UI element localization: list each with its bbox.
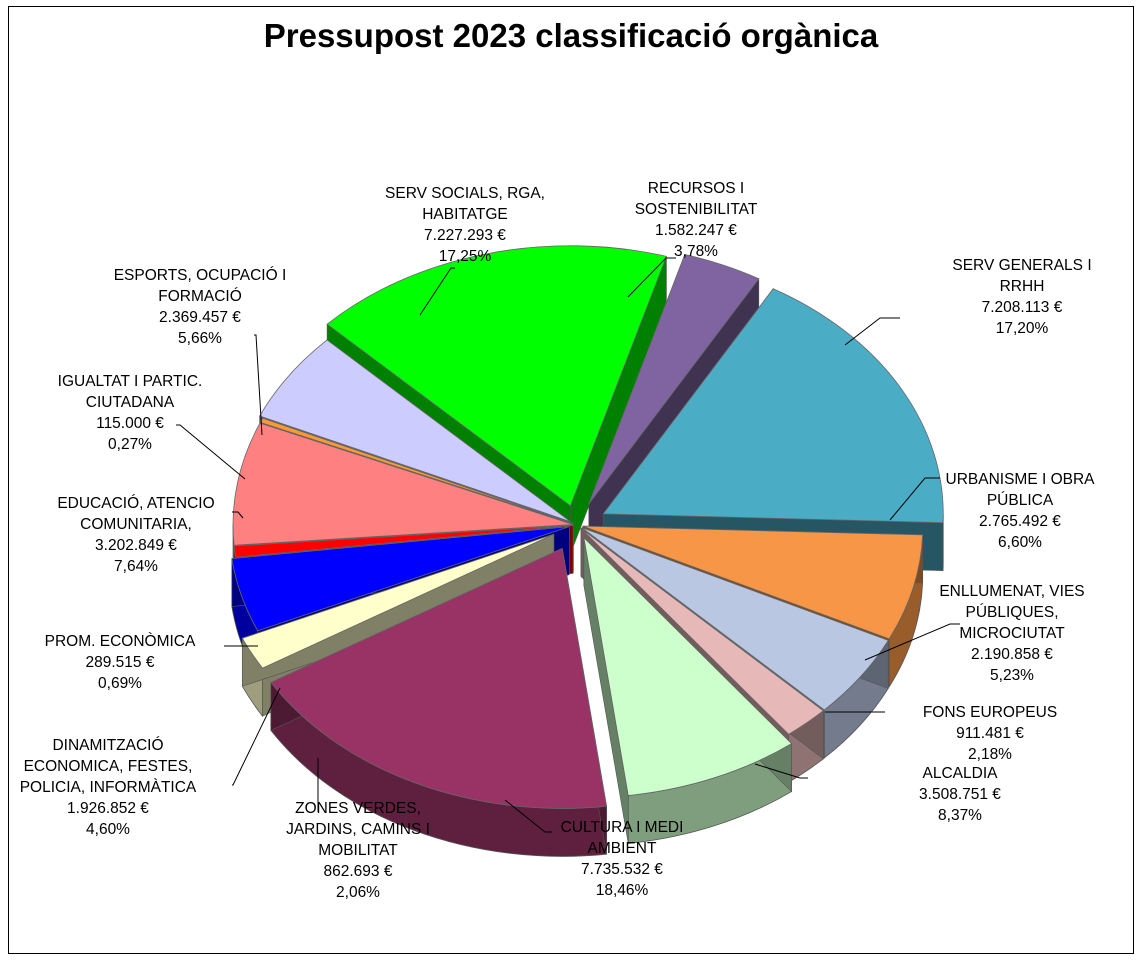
slice-8	[233, 524, 574, 558]
data-label-10: IGUALTAT I PARTIC. CIUTADANA 115.000 €0,27…	[58, 373, 203, 453]
slice-7	[231, 526, 570, 632]
leader-line-13	[627, 257, 676, 298]
leader-lines	[176, 257, 960, 833]
slice-0	[602, 288, 944, 524]
data-label-8: PROM. ECONÒMICA 289.515 €0,69%	[45, 633, 196, 692]
data-label-9: EDUCACIÓ, ATENCIO COMUNITARIA, 3.202.849 €…	[57, 495, 214, 575]
slice-6	[241, 533, 555, 669]
pie-tops	[231, 245, 944, 809]
data-label-2: ENLLUMENAT, VIES PÚBLIQUES, MICROCIUTAT 2.1…	[939, 583, 1084, 684]
leader-line-1	[889, 477, 940, 521]
leader-line-2	[864, 623, 960, 661]
data-label-12: SERV SOCIALS, RGA, HABITATGE 7.227.293 €17…	[385, 185, 545, 265]
data-label-0: SERV GENERALS I RRHH 7.208.113 €17,20%	[952, 257, 1091, 337]
chart-title: Pressupost 2023 classificació orgànica	[263, 17, 879, 54]
slice-9	[232, 422, 574, 546]
leader-line-7	[232, 687, 281, 786]
data-label-1: URBANISME I OBRA PÚBLICA 2.765.492 €6,60%	[946, 471, 1096, 551]
slice-13	[588, 254, 760, 505]
slice-12	[326, 245, 667, 507]
data-label-3: FONS EUROPEUS 911.481 €2,18%	[923, 704, 1057, 763]
data-label-11: ESPORTS, OCUPACIÓ I FORMACIÓ 2.369.457 €5,…	[114, 267, 287, 347]
leader-line-12	[419, 267, 455, 316]
data-label-5: CULTURA I MEDI AMBIENT 7.735.532 €18,46%	[561, 819, 684, 899]
data-label-7: DINAMITZACIÓ ECONOMICA, FESTES, POLICIA, I…	[20, 737, 197, 838]
leader-line-0	[844, 317, 900, 346]
data-label-13: RECURSOS I SOSTENIBILITAT 1.582.247 €3,78%	[635, 180, 758, 260]
slice-3	[580, 528, 825, 735]
slice-2	[581, 527, 889, 711]
data-label-6: ZONES VERDES, JARDINS, CAMINS I MOBILITAT 8…	[286, 800, 430, 901]
slice-11	[259, 339, 571, 522]
leader-line-10	[176, 424, 246, 480]
leader-line-4	[754, 763, 808, 779]
slice-4	[583, 536, 793, 796]
leader-line-5	[504, 799, 552, 833]
leader-line-9	[232, 511, 244, 519]
data-label-4: ALCALDIA 3.508.751 €8,37%	[919, 765, 1001, 824]
slice-1	[582, 525, 924, 640]
data-labels: SERV GENERALS I RRHH 7.208.113 €17,20% URBA…	[20, 180, 1095, 901]
leader-line-11	[254, 334, 263, 436]
slice-5	[270, 547, 608, 809]
